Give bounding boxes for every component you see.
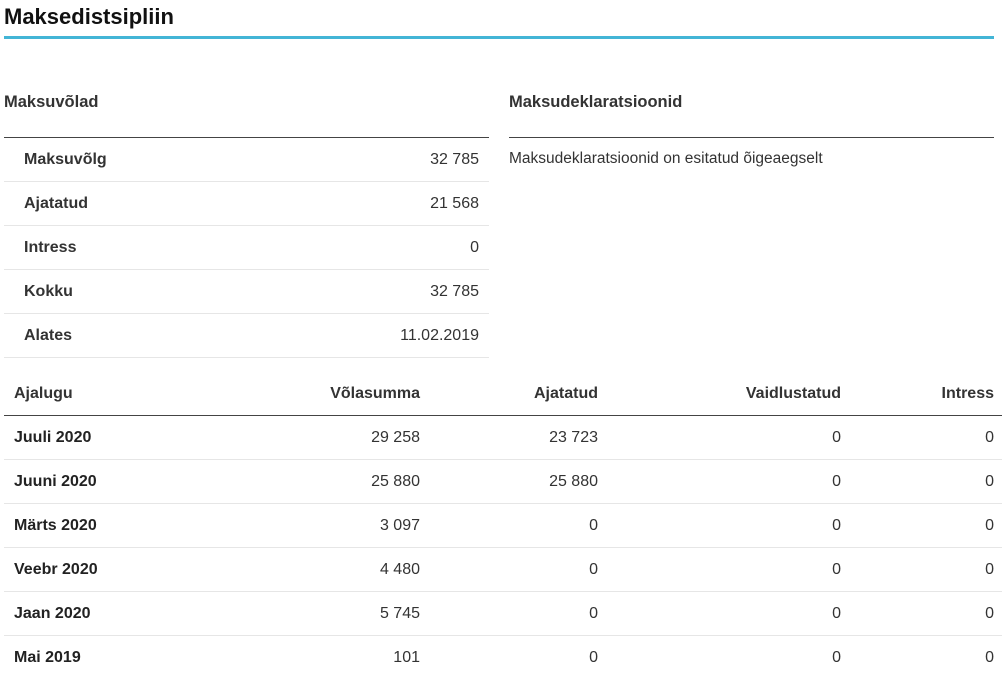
title-divider [4,36,994,39]
history-period: Jaan 2020 [4,592,164,636]
history-interest: 0 [849,548,1002,592]
debt-label: Intress [4,226,264,270]
history-interest: 0 [849,460,1002,504]
debts-table: Maksuvõlg 32 785 Ajatatud 21 568 Intress… [4,138,489,358]
history-table: Ajalugu Võlasumma Ajatatud Vaidlustatud … [4,372,1002,679]
table-row: Jaan 2020 5 745 0 0 0 [4,592,1002,636]
debt-value: 32 785 [264,270,489,314]
table-row: Märts 2020 3 097 0 0 0 [4,504,1002,548]
debt-row-intress: Intress 0 [4,226,489,270]
debt-label: Ajatatud [4,182,264,226]
history-disputed: 0 [606,416,849,460]
history-scheduled: 0 [428,592,606,636]
history-disputed: 0 [606,548,849,592]
history-period: Mai 2019 [4,636,164,679]
history-interest: 0 [849,416,1002,460]
history-debt-amount: 25 880 [164,460,428,504]
declarations-divider [509,137,994,138]
debt-value: 21 568 [264,182,489,226]
declarations-status-text: Maksudeklaratsioonid on esitatud õigeaeg… [509,150,823,168]
history-disputed: 0 [606,504,849,548]
page-title: Maksedistsipliin [4,4,174,30]
debt-label: Maksuvõlg [4,138,264,182]
debt-label: Kokku [4,270,264,314]
col-header-ajatatud: Ajatatud [428,372,606,416]
history-period: Juuni 2020 [4,460,164,504]
col-header-volasumma: Võlasumma [164,372,428,416]
history-header-row: Ajalugu Võlasumma Ajatatud Vaidlustatud … [4,372,1002,416]
debt-value: 11.02.2019 [264,314,489,358]
history-scheduled: 0 [428,504,606,548]
history-debt-amount: 29 258 [164,416,428,460]
history-debt-amount: 101 [164,636,428,679]
history-interest: 0 [849,592,1002,636]
table-row: Juuni 2020 25 880 25 880 0 0 [4,460,1002,504]
history-interest: 0 [849,636,1002,679]
debt-row-maksuvolg: Maksuvõlg 32 785 [4,138,489,182]
history-period: Märts 2020 [4,504,164,548]
history-disputed: 0 [606,460,849,504]
debt-row-ajatatud: Ajatatud 21 568 [4,182,489,226]
col-header-intress: Intress [849,372,1002,416]
debt-row-alates: Alates 11.02.2019 [4,314,489,358]
debt-row-kokku: Kokku 32 785 [4,270,489,314]
history-disputed: 0 [606,592,849,636]
debt-value: 32 785 [264,138,489,182]
declarations-heading: Maksudeklaratsioonid [509,93,682,112]
debts-heading: Maksuvõlad [4,93,98,112]
debt-value: 0 [264,226,489,270]
history-interest: 0 [849,504,1002,548]
history-period: Veebr 2020 [4,548,164,592]
history-scheduled: 25 880 [428,460,606,504]
col-header-vaidlustatud: Vaidlustatud [606,372,849,416]
history-period: Juuli 2020 [4,416,164,460]
history-scheduled: 0 [428,548,606,592]
history-scheduled: 0 [428,636,606,679]
table-row: Veebr 2020 4 480 0 0 0 [4,548,1002,592]
debt-label: Alates [4,314,264,358]
col-header-ajalugu: Ajalugu [4,372,164,416]
history-debt-amount: 5 745 [164,592,428,636]
history-scheduled: 23 723 [428,416,606,460]
table-row: Mai 2019 101 0 0 0 [4,636,1002,679]
table-row: Juuli 2020 29 258 23 723 0 0 [4,416,1002,460]
history-disputed: 0 [606,636,849,679]
history-debt-amount: 4 480 [164,548,428,592]
history-debt-amount: 3 097 [164,504,428,548]
